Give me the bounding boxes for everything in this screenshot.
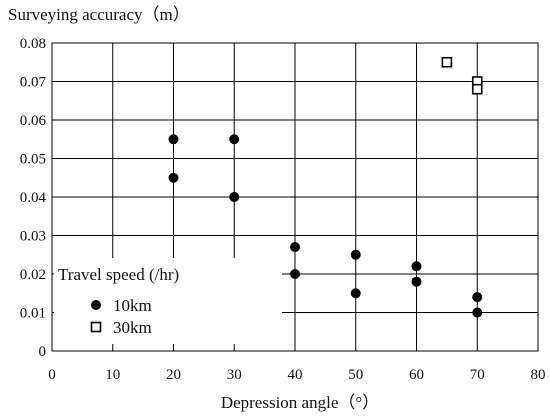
data-point <box>290 269 300 279</box>
legend: Travel speed (/hr) 10km 30km <box>54 258 282 344</box>
legend-title: Travel speed (/hr) <box>58 265 179 284</box>
x-tick-label: 70 <box>470 367 485 383</box>
data-point <box>229 134 240 145</box>
y-tick-label: 0.04 <box>20 190 47 206</box>
x-tick-labels: 0 10 20 30 40 50 60 70 80 <box>48 367 545 383</box>
y-tick-label: 0 <box>39 344 47 360</box>
data-point <box>168 134 179 145</box>
x-tick-label: 40 <box>288 367 303 383</box>
data-point <box>472 292 483 303</box>
data-point <box>411 261 422 272</box>
data-point <box>229 192 240 202</box>
data-point <box>472 307 483 318</box>
y-tick-label: 0.02 <box>20 267 46 283</box>
data-point <box>350 288 361 299</box>
data-point <box>168 172 179 183</box>
x-tick-label: 30 <box>227 367 242 383</box>
x-tick-label: 0 <box>48 367 56 383</box>
y-tick-label: 0.01 <box>20 306 46 322</box>
x-axis-label: Depression angle（°） <box>221 393 379 412</box>
legend-label: 30km <box>113 318 152 337</box>
y-tick-label: 0.06 <box>20 113 47 129</box>
data-point <box>411 276 422 287</box>
data-point <box>350 249 361 260</box>
data-points <box>168 56 483 318</box>
data-point <box>471 83 483 95</box>
x-tick-label: 50 <box>348 367 363 383</box>
data-point <box>290 242 300 253</box>
x-tick-label: 60 <box>409 367 424 383</box>
y-tick-label: 0.08 <box>20 36 46 52</box>
data-point <box>441 56 453 68</box>
legend-marker <box>90 321 102 333</box>
y-tick-label: 0.07 <box>20 75 47 91</box>
legend-label: 10km <box>113 296 152 315</box>
x-tick-label: 80 <box>531 367 546 383</box>
x-tick-label: 20 <box>166 367 181 383</box>
y-tick-label: 0.05 <box>20 152 46 168</box>
x-tick-label: 10 <box>105 367 120 383</box>
y-tick-label: 0.03 <box>20 229 46 245</box>
y-axis-label: Surveying accuracy（m） <box>8 5 190 24</box>
y-tick-labels: 0 0.01 0.02 0.03 0.04 0.05 0.06 0.07 0.08 <box>20 36 47 360</box>
legend-items: 10km 30km <box>90 296 152 337</box>
legend-marker <box>91 300 101 310</box>
